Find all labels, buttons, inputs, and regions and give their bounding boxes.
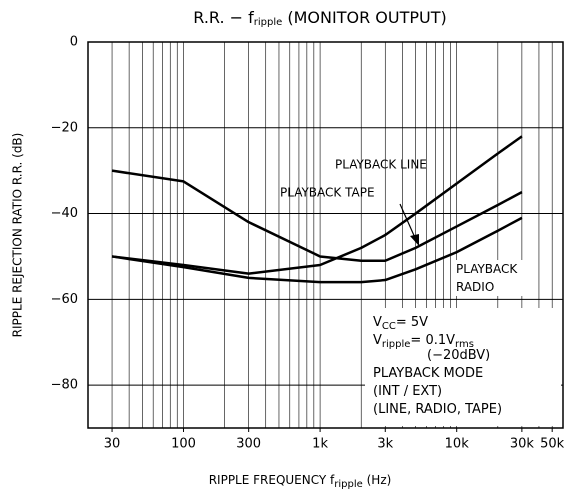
x-tick-label: 50k [540,437,565,452]
subscript: rms [455,339,474,350]
y-axis-label: RIPPLE REJECTION RATIO R.R. (dB) [11,133,25,338]
text-part: R.R. − f [193,8,254,27]
text-part: (MONITOR OUTPUT) [282,8,446,27]
conditions-box [365,308,561,426]
y-tick-label: −60 [51,292,78,307]
subscript: ripple [382,339,411,350]
subscript: ripple [334,479,363,490]
x-tick-label: 300 [236,437,261,452]
x-tick-label: 100 [171,437,196,452]
subscript: CC [382,321,396,332]
x-tick-label: 3k [377,437,393,452]
condition-text: (LINE, RADIO, TAPE) [373,402,502,417]
condition-text: PLAYBACK MODE [373,366,483,381]
condition-text: VCC= 5V [373,315,428,333]
chart-title: R.R. − fripple (MONITOR OUTPUT) [193,8,446,29]
text-part: (Hz) [363,473,392,487]
series-line [111,135,523,275]
subscript: ripple [254,17,283,28]
y-tick-label: −40 [51,206,78,221]
series-label: PLAYBACK LINE [335,158,427,172]
text-part: (LINE, RADIO, TAPE) [373,402,502,417]
series-line [111,216,523,284]
series-line [111,169,523,262]
series-label: PLAYBACK RADIO [452,260,526,296]
x-tick-label: 30 [104,437,121,452]
arrow-line [399,203,417,241]
series-label: PLAYBACK TAPE [280,186,375,200]
x-tick-label: 1k [312,437,328,452]
condition-text: (INT / EXT) [373,384,442,399]
x-tick-label: 30k [510,437,535,452]
y-tick-label: −20 [51,120,78,135]
y-tick-label: 0 [70,35,78,50]
text-part: V [373,333,382,348]
x-tick-label: 10k [445,437,470,452]
series-label-box: PLAYBACK RADIO [452,260,526,296]
plot-frame [87,41,564,429]
text-part: (INT / EXT) [373,384,442,399]
y-tick-label: −80 [51,378,78,393]
text-part: = 5V [396,315,428,330]
text-part: RIPPLE FREQUENCY f [209,473,335,487]
x-axis-label: RIPPLE FREQUENCY fripple (Hz) [209,473,392,491]
text-part: = 0.1V [410,333,455,348]
text-part: (−20dBV) [427,348,490,363]
text-part: V [373,315,382,330]
condition-text: Vripple= 0.1Vrms [373,333,474,351]
condition-text: (−20dBV) [427,348,490,363]
arrow-head [410,234,419,246]
text-part: PLAYBACK MODE [373,366,483,381]
